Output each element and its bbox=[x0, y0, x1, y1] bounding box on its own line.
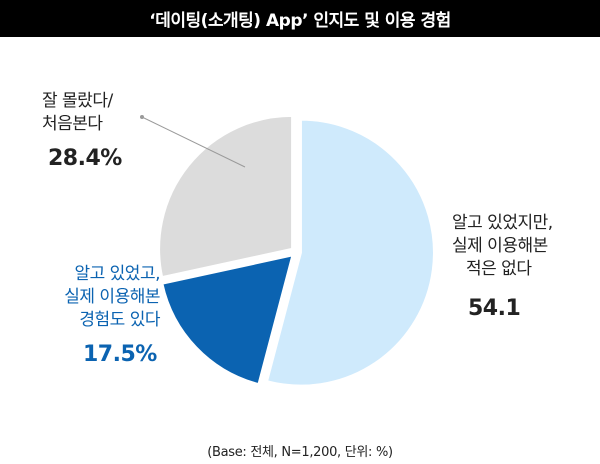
slice-aware-used bbox=[161, 254, 294, 386]
label-line: 실제 이용해본 bbox=[452, 235, 548, 256]
slice-label-unaware: 잘 몰랐다/ 처음본다 bbox=[42, 90, 113, 136]
label-line: 경험도 있다 bbox=[79, 309, 160, 330]
label-line: 실제 이용해본 bbox=[64, 286, 160, 307]
label-line: 잘 몰랐다/ bbox=[42, 91, 113, 111]
label-line: 알고 있었지만, bbox=[452, 213, 553, 233]
label-line: 적은 없다 bbox=[466, 258, 532, 279]
chart-title: ‘데이팅(소개팅) App’ 인지도 및 이용 경험 bbox=[0, 0, 600, 37]
label-line: 알고 있었고, bbox=[74, 264, 160, 284]
slice-aware-not-used bbox=[265, 118, 435, 387]
gray-slice-leader-dot bbox=[140, 115, 144, 119]
gray-slice-leader-line bbox=[141, 116, 246, 168]
slice-value-unaware: 28.4% bbox=[48, 146, 122, 171]
footnote: (Base: 전체, N=1,200, 단위: %) bbox=[207, 445, 393, 460]
slice-value-aware-not-used: 54.1 bbox=[468, 296, 521, 321]
slice-value-aware-used: 17.5% bbox=[83, 342, 157, 367]
slice-label-aware-not-used: 알고 있었지만, 실제 이용해본 적은 없다 bbox=[452, 212, 553, 281]
slice-label-aware-used: 알고 있었고, 실제 이용해본 경험도 있다 bbox=[22, 263, 160, 332]
label-line: 처음본다 bbox=[42, 113, 103, 134]
slice-unaware bbox=[158, 114, 294, 279]
